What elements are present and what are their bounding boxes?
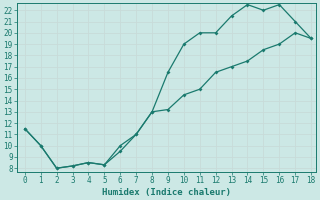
X-axis label: Humidex (Indice chaleur): Humidex (Indice chaleur) xyxy=(102,188,231,197)
